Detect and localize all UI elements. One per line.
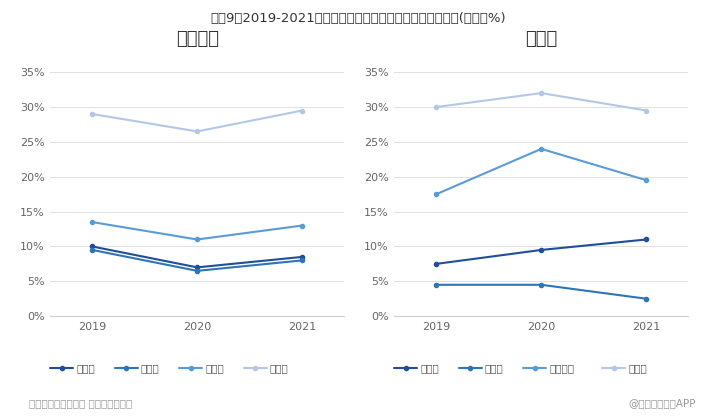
Text: 空调箔: 空调箔 [76,363,95,373]
Text: 资料来源：公司公告 前瞻产业研究院: 资料来源：公司公告 前瞻产业研究院 [29,398,132,408]
Text: 电子光箔: 电子光箔 [549,363,574,373]
Text: 双零箔: 双零箔 [205,363,224,373]
Text: 电极箔: 电极箔 [628,363,647,373]
Text: 电池箔: 电池箔 [270,363,288,373]
Title: 东阳光: 东阳光 [526,30,557,48]
Text: @前瞻经济学人APP: @前瞻经济学人APP [628,398,695,408]
Title: 鼎胜新材: 鼎胜新材 [176,30,219,48]
Text: 图表9：2019-2021年鼎胜新材、东阳光铝箔产品毛利率对比(单位：%): 图表9：2019-2021年鼎胜新材、东阳光铝箔产品毛利率对比(单位：%) [211,12,506,25]
Text: 钎焊箔: 钎焊箔 [485,363,503,373]
Text: 单零箔: 单零箔 [141,363,159,373]
Text: 空调箔: 空调箔 [420,363,439,373]
